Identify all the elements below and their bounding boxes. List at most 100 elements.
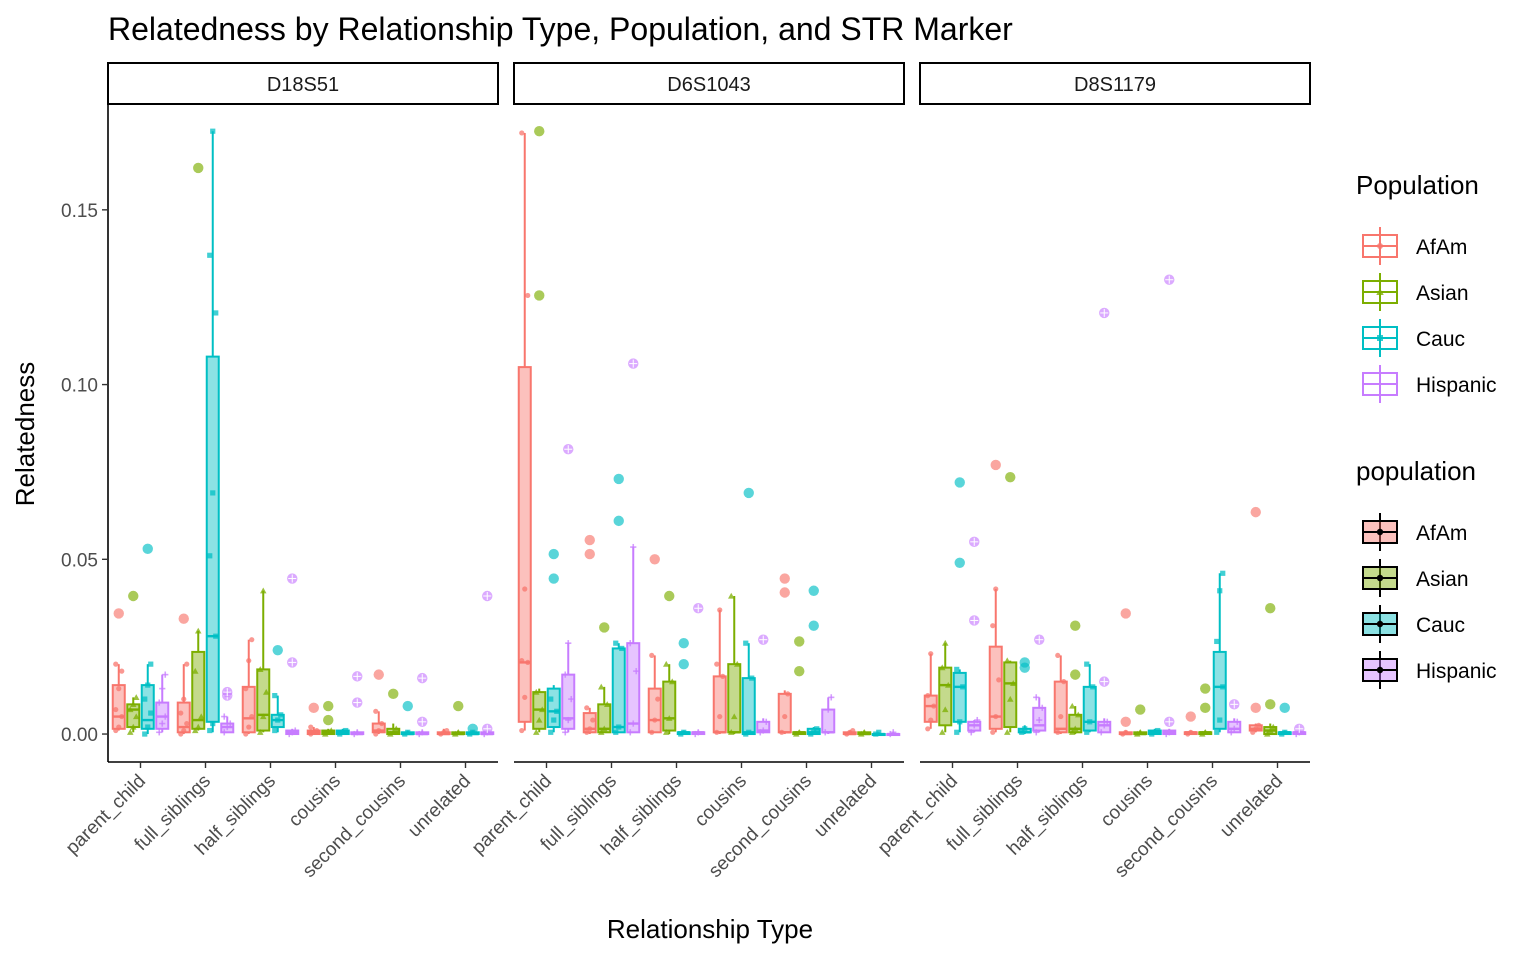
- box-Cauc: [1277, 702, 1292, 737]
- data-point: [1004, 729, 1011, 735]
- box-AfAm: [842, 727, 857, 737]
- data-point: [633, 668, 640, 675]
- data-point: [1270, 723, 1277, 730]
- data-point: [221, 729, 228, 736]
- data-point: [246, 724, 252, 730]
- outlier: [954, 477, 965, 488]
- legend-key-dot: [1376, 666, 1384, 674]
- data-point: [243, 731, 249, 737]
- outlier-dot: [990, 459, 1001, 471]
- legend-label: AfAm: [1416, 236, 1467, 259]
- x-tick-label: unrelated: [404, 771, 475, 842]
- outlier-dot: [402, 700, 413, 712]
- x-tick-label: cousins: [1097, 771, 1157, 831]
- data-point: [113, 727, 119, 734]
- outlier-dot: [599, 622, 610, 633]
- outlier: [1200, 683, 1211, 694]
- outlier: [1070, 620, 1081, 631]
- data-point: [1004, 657, 1011, 664]
- data-point: [717, 607, 723, 613]
- data-point: [181, 727, 187, 734]
- data-point: [224, 723, 231, 731]
- outlier: [678, 637, 689, 649]
- outlier-dot: [548, 573, 559, 584]
- data-point: [387, 730, 394, 737]
- y-axis-title: Relatedness: [10, 362, 40, 507]
- data-point: [568, 695, 575, 703]
- box-Hispanic: [1032, 634, 1047, 736]
- legend-item-Cauc: Cauc: [1362, 319, 1465, 357]
- outlier: [628, 358, 639, 369]
- data-point: [340, 729, 346, 735]
- box-body: [647, 687, 662, 734]
- outlier-dot: [613, 515, 624, 527]
- panel-D8S1179: D8S1179parent_childfull_siblingshalf_sib…: [874, 62, 1311, 882]
- legend-label: Cauc: [1416, 328, 1465, 351]
- data-point: [210, 128, 216, 134]
- data-point: [1253, 726, 1259, 732]
- data-point: [746, 729, 752, 735]
- strip-label: D8S1179: [1074, 74, 1156, 96]
- outlier: [548, 573, 559, 584]
- data-point: [390, 729, 397, 735]
- data-point: [728, 729, 735, 735]
- outlier-dot: [534, 126, 545, 137]
- outlier: [1265, 603, 1276, 614]
- data-point: [1256, 722, 1262, 728]
- data-point: [763, 718, 770, 725]
- data-point: [681, 729, 687, 735]
- box-Hispanic: [756, 634, 771, 736]
- outlier-dot: [193, 162, 204, 174]
- data-point: [793, 730, 800, 737]
- data-point: [246, 658, 252, 664]
- outlier-dot: [649, 554, 660, 565]
- outlier: [1070, 669, 1081, 680]
- outlier-dot: [678, 658, 689, 670]
- data-point: [1123, 729, 1129, 735]
- data-point: [145, 682, 151, 688]
- outlier-dot: [272, 644, 283, 656]
- outlier: [453, 700, 464, 712]
- outlier: [128, 590, 139, 602]
- data-point: [1152, 729, 1158, 735]
- outlier-dot: [664, 590, 675, 602]
- data-point: [1234, 718, 1241, 725]
- data-point: [939, 664, 946, 671]
- box-Cauc: [676, 637, 691, 737]
- data-point: [960, 684, 966, 690]
- box-Asian: [321, 700, 336, 737]
- data-point: [1075, 711, 1082, 718]
- data-point: [519, 130, 525, 136]
- data-point: [308, 724, 314, 730]
- box-body: [662, 680, 677, 732]
- box-Asian: [532, 126, 547, 735]
- outlier: [548, 548, 559, 560]
- data-point: [184, 720, 190, 727]
- data-point: [127, 706, 134, 713]
- data-point: [850, 727, 856, 734]
- data-point: [1267, 727, 1274, 734]
- outlier-dot: [808, 620, 819, 631]
- data-point: [551, 717, 557, 723]
- data-point: [142, 696, 148, 702]
- data-point: [337, 731, 343, 737]
- outlier: [613, 473, 624, 485]
- box-Asian: [938, 639, 953, 735]
- outlier-dot: [1250, 506, 1261, 518]
- data-point: [257, 729, 264, 735]
- data-point: [1039, 704, 1046, 711]
- outlier-dot: [323, 700, 334, 712]
- outlier: [467, 723, 478, 735]
- box-AfAm: [988, 459, 1003, 735]
- data-point: [1217, 717, 1223, 723]
- box-Cauc: [205, 128, 220, 734]
- box-AfAm: [111, 608, 126, 734]
- data-point: [779, 729, 785, 735]
- data-point: [198, 713, 205, 720]
- data-point: [148, 710, 154, 716]
- box-Asian: [386, 688, 401, 737]
- data-point: [655, 696, 661, 702]
- box-Asian: [792, 636, 807, 737]
- data-point: [825, 706, 832, 713]
- box-Asian: [1003, 471, 1018, 735]
